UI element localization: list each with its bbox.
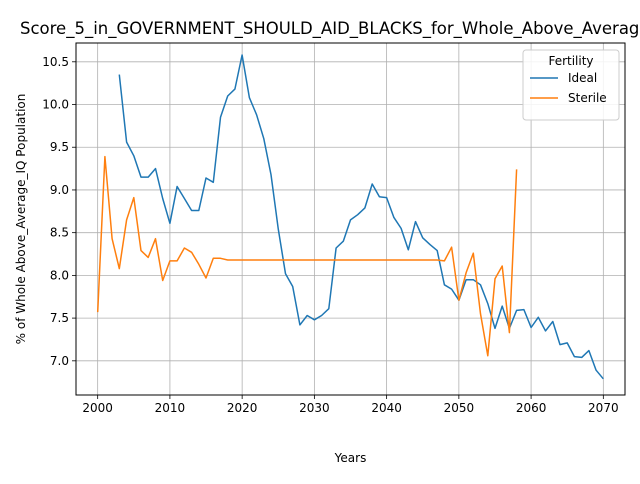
legend-label-ideal: Ideal [568,71,597,85]
series-line-ideal [118,54,604,380]
y-tick-label: 8.5 [50,226,69,240]
legend-title: Fertility [548,54,593,68]
y-tick-label: 9.0 [50,183,69,197]
axes: 2000 2010 2020 2030 2040 2050 2060 2070 7.0 7.5 8.… [42,55,618,415]
x-tick-label: 2040 [371,401,402,415]
series-line-sterile [96,155,518,357]
grid [76,43,625,395]
legend-box [522,49,620,121]
x-tick-label: 2000 [82,401,113,415]
x-tick-label: 2050 [444,401,475,415]
x-tick-label: 2030 [299,401,330,415]
chart-title: Score_5_in_GOVERNMENT_SHOULD_AID_BLACKS_… [20,19,640,39]
y-tick-label: 9.5 [50,140,69,154]
y-tick-label: 7.0 [50,354,69,368]
y-tick-label: 7.5 [50,311,69,325]
y-tick-label: 10.5 [42,55,69,69]
x-tick-label: 2010 [155,401,186,415]
x-axis-label: Years [334,451,367,465]
y-tick-label: 8.0 [50,268,69,282]
x-tick-label: 2070 [588,401,619,415]
plot-frame [75,42,626,396]
x-tick-label: 2020 [227,401,258,415]
y-axis-label: % of Whole Above_Average_IQ Population [14,94,28,345]
x-tick-label: 2060 [516,401,547,415]
y-tick-label: 10.0 [42,98,69,112]
legend-label-sterile: Sterile [568,91,607,105]
legend: Fertility Ideal Sterile [522,49,620,121]
series-lines [96,54,604,380]
